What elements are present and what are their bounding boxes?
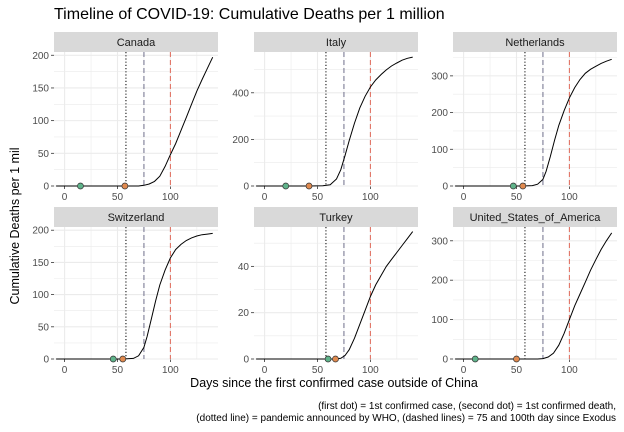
series-line-united-states-of-america <box>455 232 613 360</box>
first-case-dot <box>109 355 117 363</box>
first-case-dot <box>77 182 84 190</box>
facet-strip-netherlands <box>453 32 617 52</box>
x-tick-label: 100 <box>162 365 179 376</box>
first-case-dot <box>324 355 332 363</box>
caption-line-1: (first dot) = 1st confirmed case, (secon… <box>318 401 616 412</box>
y-tick-label: 300 <box>431 236 448 247</box>
y-tick-label: 150 <box>32 258 49 269</box>
x-tick-label: 100 <box>561 365 578 376</box>
facet-strip-switzerland <box>54 207 218 227</box>
y-axis-label: Cumulative Deaths per 1 mil <box>8 147 22 305</box>
facet-title-netherlands: Netherlands <box>505 37 565 49</box>
facet-title-switzerland: Switzerland <box>108 212 165 224</box>
y-tick-label: 100 <box>431 315 448 326</box>
first-death-dot <box>513 355 520 363</box>
y-tick-label: 200 <box>232 135 249 146</box>
panel-bg-canada <box>54 52 218 186</box>
x-tick-label: 50 <box>112 365 124 376</box>
facet-title-united-states-of-america: United_States_of_America <box>470 212 602 224</box>
first-death-dot <box>305 182 313 190</box>
y-tick-label: 200 <box>431 276 448 287</box>
y-tick-label: 400 <box>232 88 249 99</box>
panel-bg-netherlands <box>453 52 617 186</box>
panel-bg-turkey <box>254 227 418 359</box>
x-tick-label: 50 <box>511 192 523 203</box>
y-tick-label: 150 <box>32 83 49 94</box>
panel-bg-switzerland <box>54 227 218 359</box>
y-tick-label: 300 <box>431 71 448 82</box>
x-tick-label: 50 <box>312 365 324 376</box>
first-death-dot <box>121 182 129 190</box>
y-tick-label: 100 <box>32 116 49 127</box>
y-tick-label: 200 <box>32 51 49 62</box>
y-tick-label: 0 <box>442 182 448 193</box>
x-axis-label: Days since the first confirmed case outs… <box>190 376 478 390</box>
x-tick-label: 0 <box>62 192 68 203</box>
facet-strip-italy <box>254 32 418 52</box>
y-tick-label: 50 <box>38 149 50 160</box>
x-tick-label: 0 <box>62 365 68 376</box>
x-tick-label: 50 <box>112 192 124 203</box>
facet-strip-turkey <box>254 207 418 227</box>
first-death-dot <box>119 355 127 363</box>
chart-title: Timeline of COVID-19: Cumulative Deaths … <box>54 6 445 23</box>
caption-line-2: (dotted line) = pandemic announced by WH… <box>196 413 616 424</box>
x-tick-label: 100 <box>162 192 179 203</box>
y-tick-label: 50 <box>38 322 50 333</box>
series-line-italy <box>256 56 413 187</box>
x-tick-label: 0 <box>262 192 268 203</box>
facet-title-canada: Canada <box>117 37 156 49</box>
panel-bg-united-states-of-america <box>453 227 617 359</box>
y-tick-label: 20 <box>238 308 250 319</box>
first-case-dot <box>471 355 479 363</box>
y-tick-label: 200 <box>431 108 448 119</box>
panel-bg-italy <box>254 52 418 186</box>
y-tick-label: 100 <box>32 290 49 301</box>
y-tick-label: 0 <box>442 355 448 366</box>
y-tick-label: 40 <box>238 262 250 273</box>
y-tick-label: 0 <box>243 355 249 366</box>
y-tick-label: 100 <box>431 145 448 156</box>
facet-title-italy: Italy <box>326 37 347 49</box>
first-death-dot <box>519 182 527 190</box>
x-tick-label: 50 <box>511 365 523 376</box>
y-tick-label: 0 <box>243 182 249 193</box>
x-tick-label: 0 <box>461 192 467 203</box>
series-line-switzerland <box>56 232 213 360</box>
x-tick-label: 100 <box>561 192 578 203</box>
y-tick-label: 200 <box>32 226 49 237</box>
x-tick-label: 0 <box>461 365 467 376</box>
x-tick-label: 50 <box>312 192 324 203</box>
y-tick-label: 0 <box>43 182 49 193</box>
first-case-dot <box>282 182 290 190</box>
facet-strip-united-states-of-america <box>453 207 617 227</box>
facet-title-turkey: Turkey <box>319 212 353 224</box>
x-tick-label: 100 <box>362 192 379 203</box>
y-tick-label: 0 <box>43 355 49 366</box>
x-tick-label: 0 <box>262 365 268 376</box>
first-death-dot <box>332 355 339 363</box>
x-tick-label: 100 <box>362 365 379 376</box>
facet-strip-canada <box>54 32 218 52</box>
first-case-dot <box>509 182 517 190</box>
